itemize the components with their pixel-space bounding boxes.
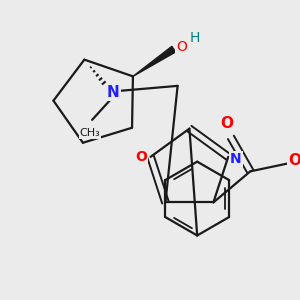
- Text: N: N: [230, 152, 242, 166]
- Text: N: N: [107, 85, 120, 100]
- Text: O: O: [176, 40, 187, 54]
- Text: CH₃: CH₃: [80, 128, 101, 139]
- Text: H: H: [190, 31, 200, 44]
- Text: O: O: [289, 153, 300, 168]
- Text: O: O: [135, 150, 147, 164]
- Text: O: O: [220, 116, 233, 131]
- Polygon shape: [133, 46, 176, 76]
